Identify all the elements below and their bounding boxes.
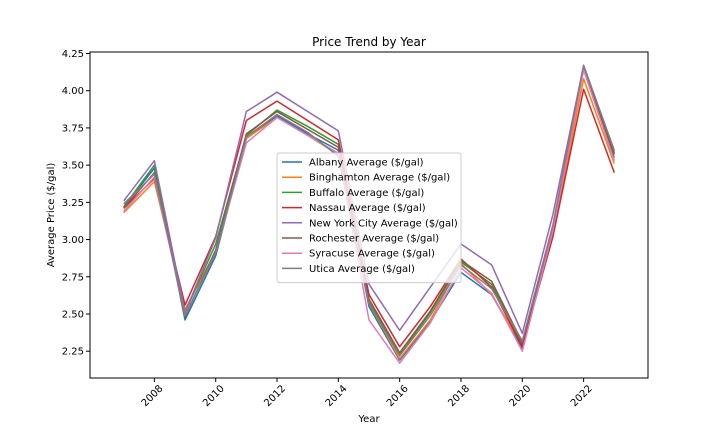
legend-label: New York City Average ($/gal) xyxy=(309,218,458,229)
plot-frame xyxy=(89,51,649,379)
y-tick-label: 3.50 xyxy=(62,161,84,172)
y-axis-label: Average Price ($/gal) xyxy=(46,163,57,268)
legend-box xyxy=(276,152,462,284)
x-tick-label: 2010 xyxy=(201,383,227,409)
y-tick-label: 2.25 xyxy=(62,347,84,358)
x-tick-label: 2020 xyxy=(508,383,534,409)
x-axis: 2008 2010 2012 2014 2016 2018 2020 2022 xyxy=(140,378,595,409)
legend-label: Albany Average ($/gal) xyxy=(309,158,424,169)
x-tick-label: 2018 xyxy=(446,383,472,409)
y-tick-label: 3.75 xyxy=(62,123,84,134)
x-tick-label: 2008 xyxy=(140,383,166,409)
x-tick-label: 2016 xyxy=(385,383,411,409)
legend-label: Syracuse Average ($/gal) xyxy=(309,249,435,260)
y-tick-label: 3.00 xyxy=(62,235,84,246)
y-tick-label: 2.50 xyxy=(62,309,84,320)
legend-label: Nassau Average ($/gal) xyxy=(309,203,426,214)
y-tick-label: 4.25 xyxy=(62,49,84,60)
legend-label: Utica Average ($/gal) xyxy=(309,264,415,275)
series-line-5 xyxy=(123,64,615,335)
x-tick-label: 2014 xyxy=(324,383,350,409)
x-tick-label: 2022 xyxy=(569,383,595,409)
y-tick-label: 3.25 xyxy=(62,198,84,209)
chart-title: Price Trend by Year xyxy=(312,35,426,49)
series-line-8 xyxy=(123,64,615,357)
y-tick-label: 2.75 xyxy=(62,272,84,283)
legend: Albany Average ($/gal) Binghamton Average… xyxy=(276,152,462,284)
legend-label: Rochester Average ($/gal) xyxy=(309,234,439,245)
plot-area xyxy=(123,64,615,364)
x-axis-label: Year xyxy=(357,414,380,425)
y-tick-label: 4.00 xyxy=(62,86,84,97)
legend-label: Binghamton Average ($/gal) xyxy=(309,173,450,184)
x-tick-label: 2012 xyxy=(262,383,288,409)
legend-label: Buffalo Average ($/gal) xyxy=(309,188,424,199)
y-axis: 2.25 2.50 2.75 3.00 3.25 3.50 3.75 4.00 4.25 xyxy=(62,49,90,358)
